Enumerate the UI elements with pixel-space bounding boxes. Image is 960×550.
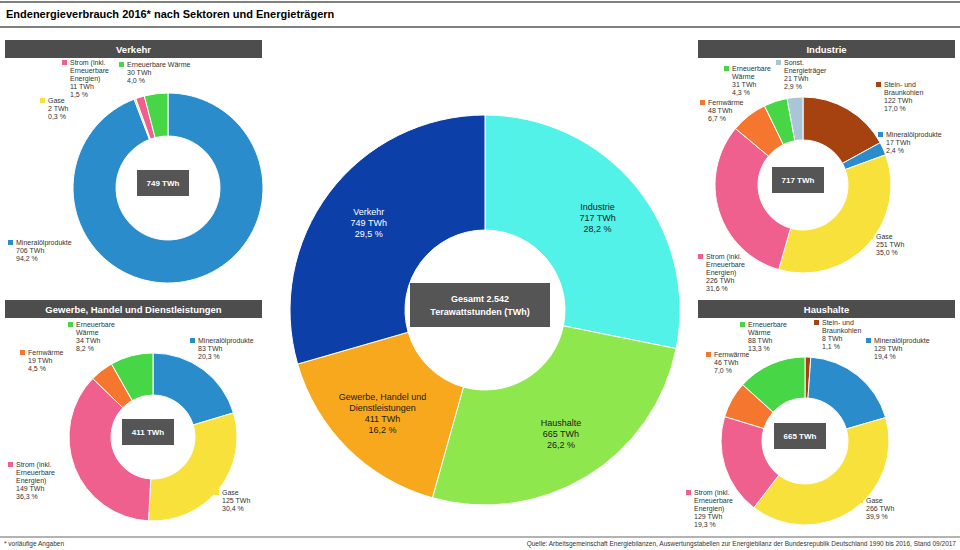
svg-text:17,0 %: 17,0 % — [884, 105, 906, 112]
svg-text:17 TWh: 17 TWh — [886, 139, 910, 146]
svg-text:Fernwärme: Fernwärme — [708, 99, 744, 106]
svg-text:19,3 %: 19,3 % — [694, 521, 716, 528]
svg-text:21 TWh: 21 TWh — [784, 75, 808, 82]
svg-text:Erneuerbare: Erneuerbare — [748, 321, 787, 328]
svg-text:129 TWh: 129 TWh — [874, 345, 902, 352]
svg-text:2,9 %: 2,9 % — [784, 83, 802, 90]
svg-text:Mineralölprodukte: Mineralölprodukte — [874, 337, 930, 345]
svg-text:4,0 %: 4,0 % — [127, 77, 145, 84]
svg-text:Erneuerbare: Erneuerbare — [16, 469, 55, 476]
svg-text:149 TWh: 149 TWh — [16, 485, 44, 492]
svg-text:Endenergieverbrauch 2016* nach: Endenergieverbrauch 2016* nach Sektoren … — [8, 8, 335, 20]
svg-text:48 TWh: 48 TWh — [708, 107, 732, 114]
svg-text:Erneuerbare: Erneuerbare — [694, 497, 733, 504]
svg-text:Industrie717 TWh28,2 %: Industrie717 TWh28,2 % — [579, 202, 615, 234]
svg-text:1,1 %: 1,1 % — [822, 343, 840, 350]
svg-text:Gewerbe, Handel undDienstleist: Gewerbe, Handel undDienstleistungen411 T… — [339, 392, 427, 435]
svg-text:266 TWh: 266 TWh — [866, 505, 894, 512]
svg-text:Braunkohlen: Braunkohlen — [822, 327, 861, 334]
svg-text:83 TWh: 83 TWh — [198, 345, 222, 352]
svg-text:Erneuerbare: Erneuerbare — [70, 67, 109, 74]
svg-text:Mineralölprodukte: Mineralölprodukte — [886, 131, 942, 139]
svg-text:19 TWh: 19 TWh — [28, 357, 52, 364]
svg-text:Wärme: Wärme — [76, 329, 99, 336]
svg-text:Erneuerbare: Erneuerbare — [76, 321, 115, 328]
svg-text:Wärme: Wärme — [732, 73, 755, 80]
svg-text:Verkehr749 TWh29,5 %: Verkehr749 TWh29,5 % — [351, 207, 387, 239]
svg-text:30,4 %: 30,4 % — [222, 505, 244, 512]
svg-text:Sonst.: Sonst. — [784, 59, 804, 66]
svg-text:Braunkohlen: Braunkohlen — [884, 89, 923, 96]
svg-text:Haushalte: Haushalte — [804, 304, 849, 315]
svg-text:226 TWh: 226 TWh — [706, 277, 734, 284]
svg-text:94,2 %: 94,2 % — [16, 255, 38, 262]
svg-text:Mineralölprodukte: Mineralölprodukte — [16, 239, 72, 247]
svg-text:Stein- und: Stein- und — [822, 319, 854, 326]
svg-text:* vorläufige Angaben: * vorläufige Angaben — [8, 540, 64, 548]
svg-text:Energien): Energien) — [694, 505, 724, 513]
svg-text:1,5 %: 1,5 % — [70, 91, 88, 98]
svg-text:Stein- und: Stein- und — [884, 81, 916, 88]
svg-text:Haushalte665 TWh26,2 %: Haushalte665 TWh26,2 % — [541, 418, 582, 450]
svg-text:Gewerbe, Handel und Dienstleis: Gewerbe, Handel und Dienstleistungen — [45, 304, 222, 315]
svg-text:125 TWh: 125 TWh — [222, 497, 250, 504]
svg-text:Fernwärme: Fernwärme — [714, 351, 750, 358]
svg-text:Strom (inkl.: Strom (inkl. — [70, 59, 105, 67]
svg-text:34 TWh: 34 TWh — [76, 337, 100, 344]
svg-text:Energien): Energien) — [706, 269, 736, 277]
svg-text:2 TWh: 2 TWh — [48, 105, 69, 112]
svg-text:2,4 %: 2,4 % — [886, 147, 904, 154]
svg-text:665 TWh: 665 TWh — [784, 432, 817, 441]
svg-text:20,3 %: 20,3 % — [198, 353, 220, 360]
svg-text:Gase: Gase — [222, 489, 239, 496]
svg-text:Strom (inkl.: Strom (inkl. — [694, 489, 729, 497]
svg-text:31 TWh: 31 TWh — [732, 81, 756, 88]
svg-text:11 TWh: 11 TWh — [70, 83, 94, 90]
svg-text:Energien): Energien) — [70, 75, 100, 83]
svg-text:6,7 %: 6,7 % — [708, 115, 726, 122]
svg-text:Erneuerbare: Erneuerbare — [732, 65, 771, 72]
svg-text:Terawattstunden (TWh): Terawattstunden (TWh) — [430, 307, 529, 317]
svg-text:Mineralölprodukte: Mineralölprodukte — [198, 337, 254, 345]
svg-text:Erneuerbare Wärme: Erneuerbare Wärme — [127, 61, 191, 68]
svg-text:411 TWh: 411 TWh — [132, 428, 165, 437]
svg-text:Gase: Gase — [48, 97, 65, 104]
svg-text:Strom (inkl.: Strom (inkl. — [16, 461, 51, 469]
svg-text:8,2 %: 8,2 % — [76, 345, 94, 352]
svg-text:31,6 %: 31,6 % — [706, 285, 728, 292]
svg-text:30 TWh: 30 TWh — [127, 69, 151, 76]
svg-text:8 TWh: 8 TWh — [822, 335, 843, 342]
svg-text:Verkehr: Verkehr — [116, 44, 151, 55]
svg-text:Quelle: Arbeitsgemeinschaft En: Quelle: Arbeitsgemeinschaft Energiebilan… — [527, 540, 952, 548]
svg-text:Energien): Energien) — [16, 477, 46, 485]
svg-text:35,0 %: 35,0 % — [876, 249, 898, 256]
svg-text:Gase: Gase — [866, 497, 883, 504]
svg-text:Erneuerbare: Erneuerbare — [706, 261, 745, 268]
svg-text:Wärme: Wärme — [748, 329, 771, 336]
svg-text:Gase: Gase — [876, 233, 893, 240]
svg-text:Gesamt 2.542: Gesamt 2.542 — [451, 294, 509, 304]
svg-text:129 TWh: 129 TWh — [694, 513, 722, 520]
svg-text:706 TWh: 706 TWh — [16, 247, 44, 254]
svg-text:Strom (inkl.: Strom (inkl. — [706, 253, 741, 261]
svg-text:717 TWh: 717 TWh — [782, 176, 815, 185]
svg-text:7,0 %: 7,0 % — [714, 367, 732, 374]
svg-text:122 TWh: 122 TWh — [884, 97, 912, 104]
svg-text:Energieträger: Energieträger — [784, 67, 827, 75]
svg-text:0,3 %: 0,3 % — [48, 113, 66, 120]
svg-text:39,9 %: 39,9 % — [866, 513, 888, 520]
svg-text:36,3 %: 36,3 % — [16, 493, 38, 500]
svg-text:Fernwärme: Fernwärme — [28, 349, 64, 356]
svg-text:4,5 %: 4,5 % — [28, 365, 46, 372]
svg-text:4,3 %: 4,3 % — [732, 89, 750, 96]
svg-text:88 TWh: 88 TWh — [748, 337, 772, 344]
svg-text:19,4 %: 19,4 % — [874, 353, 896, 360]
svg-text:Industrie: Industrie — [806, 44, 846, 55]
svg-text:46 TWh: 46 TWh — [714, 359, 738, 366]
svg-text:749 TWh: 749 TWh — [147, 179, 180, 188]
svg-text:251 TWh: 251 TWh — [876, 241, 904, 248]
svg-text:13,3 %: 13,3 % — [748, 345, 770, 352]
